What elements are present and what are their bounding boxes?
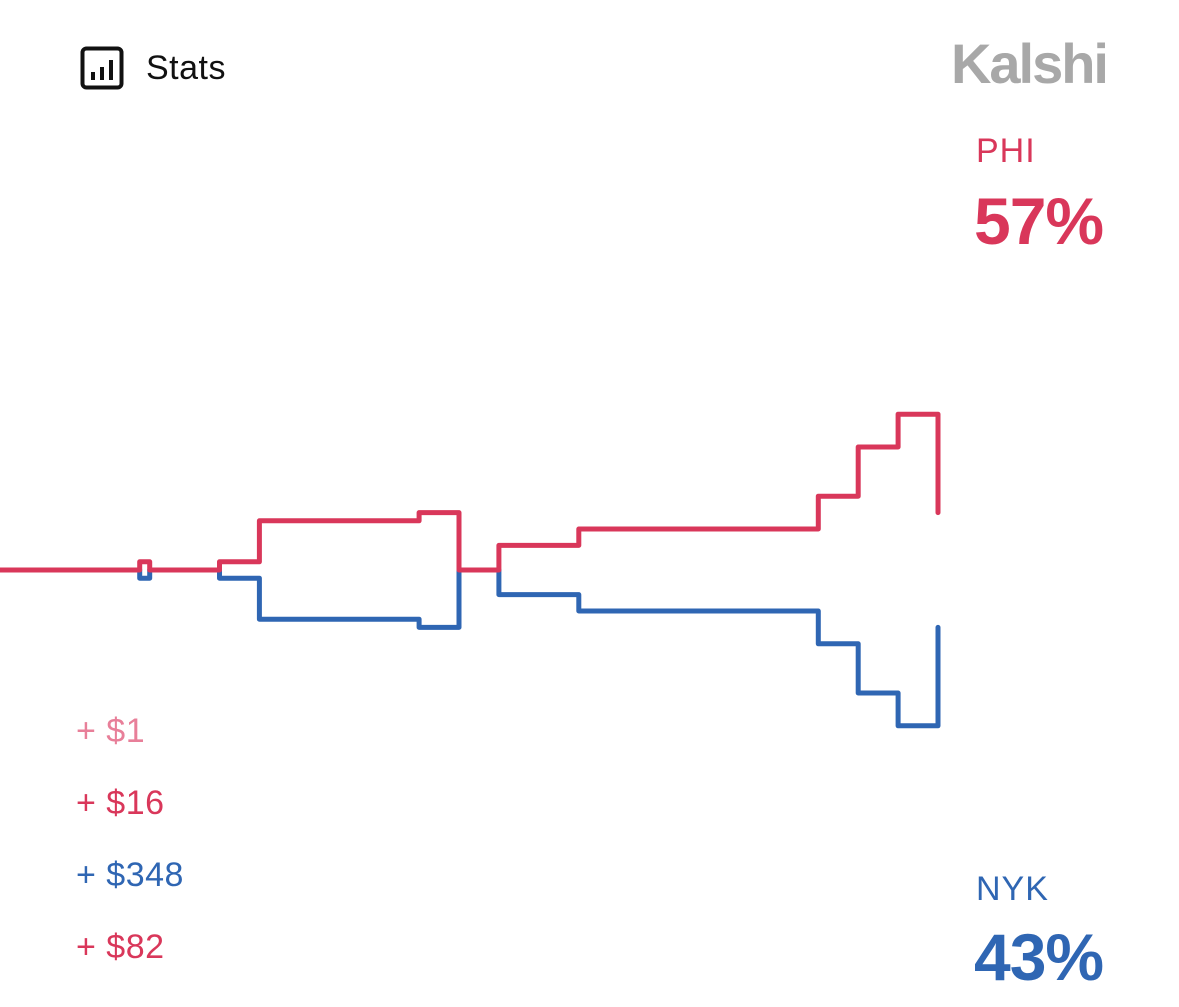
phi-probability: 57%: [974, 184, 1104, 258]
nyk-probability-line: [0, 567, 941, 729]
bar-chart-icon: [80, 46, 124, 90]
phi-team-label: PHI: [976, 132, 1036, 170]
nyk-probability: 43%: [974, 920, 1104, 994]
stats-button[interactable]: Stats: [80, 46, 226, 90]
nyk-team-label: NYK: [976, 870, 1049, 908]
trade-item: + $16: [76, 784, 165, 822]
trade-item: + $348: [76, 856, 184, 894]
trade-item: + $1: [76, 712, 146, 750]
stats-label: Stats: [146, 48, 226, 87]
kalshi-logo: Kalshi: [950, 32, 1109, 95]
trade-item: + $82: [76, 928, 165, 966]
phi-probability-line: [0, 411, 941, 573]
recent-trades-list: + $1 + $16 + $348 + $82: [76, 714, 184, 1002]
